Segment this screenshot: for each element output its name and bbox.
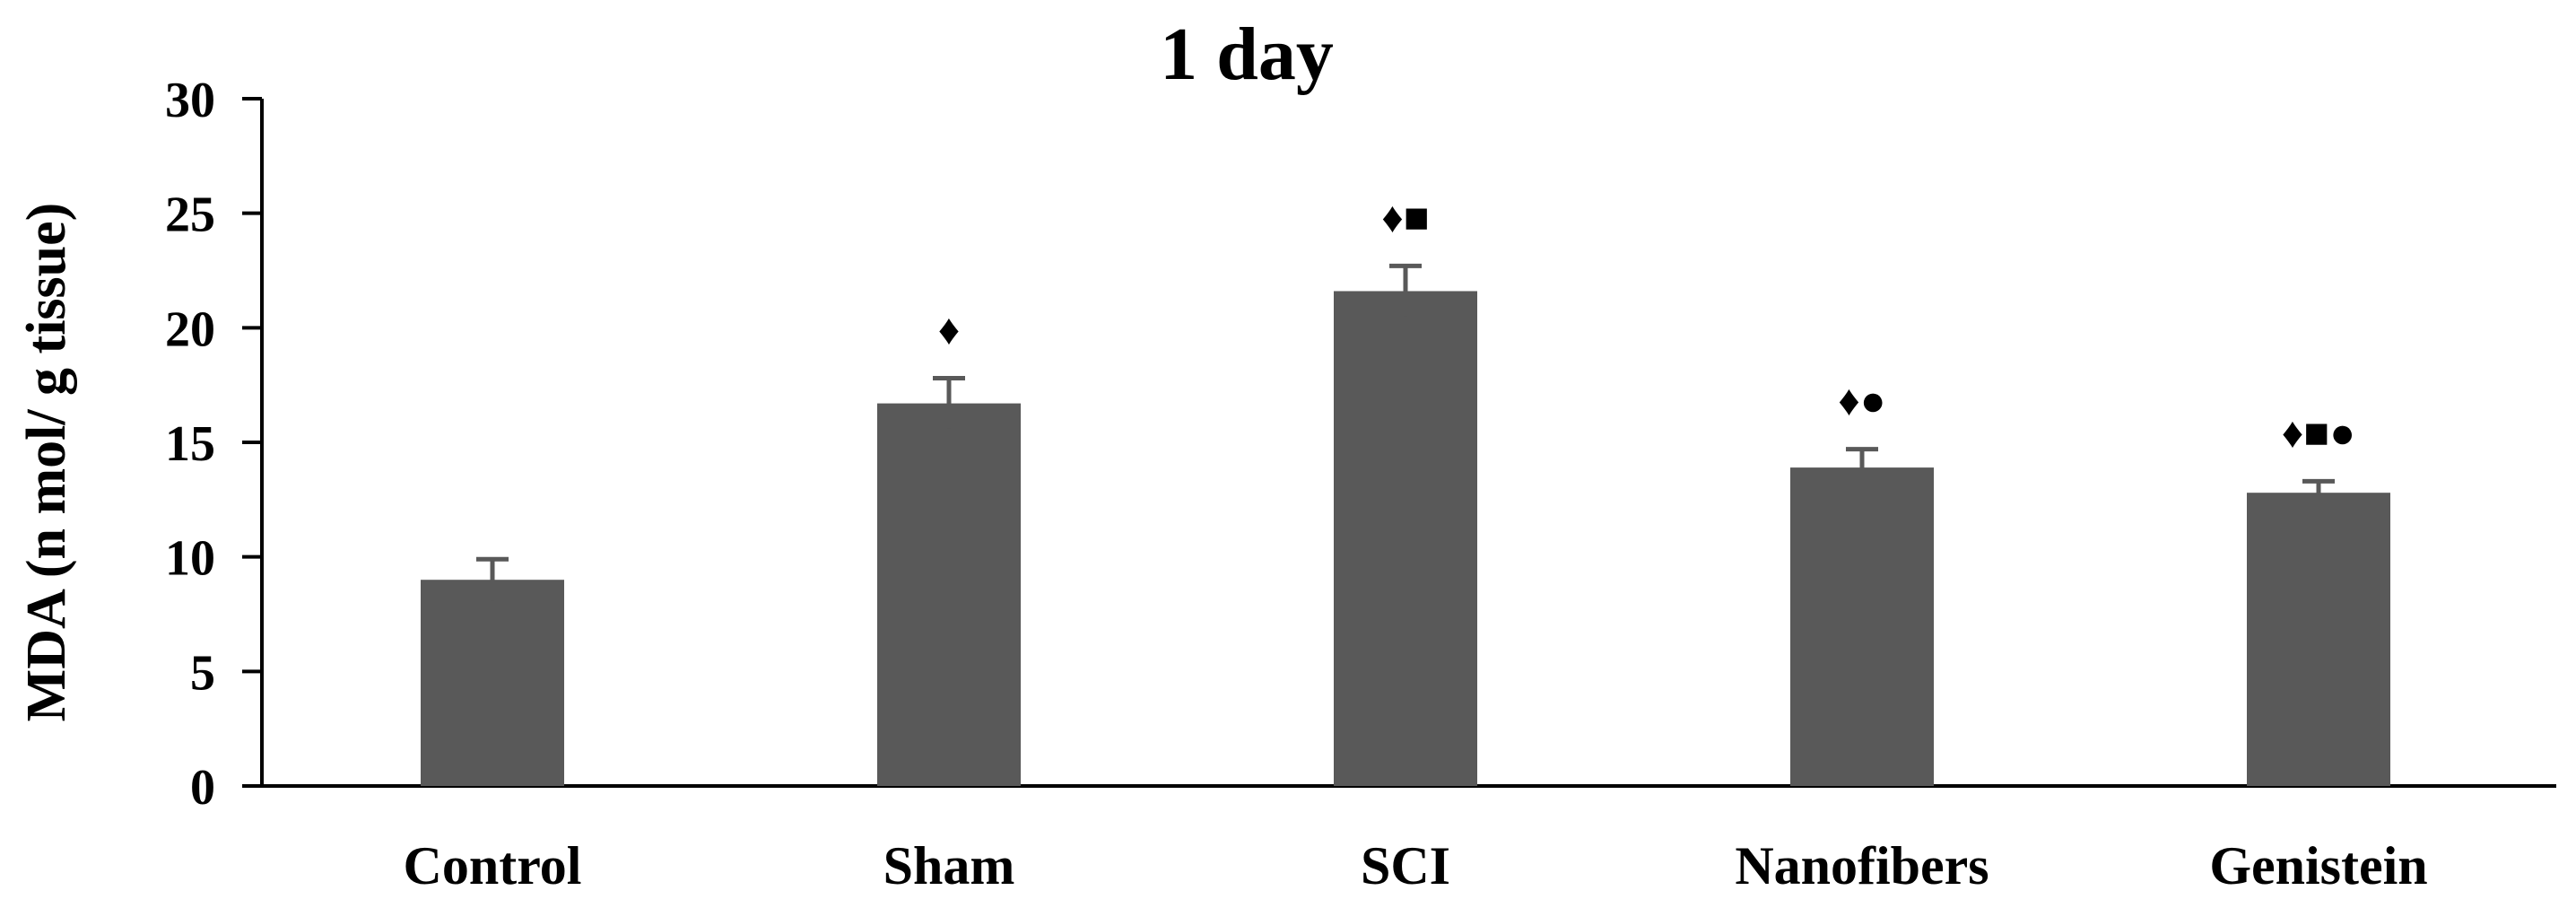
bar	[1334, 291, 1477, 787]
bar	[421, 580, 564, 786]
significance-marker: ♦■	[1381, 194, 1429, 241]
bar	[877, 403, 1021, 786]
significance-marker: ♦■●	[2282, 409, 2355, 457]
y-tick-label: 5	[190, 645, 215, 701]
significance-marker: ♦●	[1838, 378, 1885, 425]
y-tick-label: 0	[190, 760, 215, 816]
significance-marker: ♦	[938, 307, 961, 354]
bar	[2247, 493, 2390, 786]
chart-title: 1 day	[1160, 13, 1334, 96]
x-tick-label: Genistein	[2209, 836, 2427, 895]
y-tick-label: 10	[165, 531, 215, 587]
bar	[1790, 467, 1934, 786]
y-tick-label: 20	[165, 301, 215, 357]
y-tick-label: 30	[165, 73, 215, 128]
x-tick-label: Control	[404, 836, 582, 895]
y-axis-label: MDA (n mol/ g tissue)	[16, 203, 77, 722]
y-tick-label: 25	[165, 188, 215, 243]
x-tick-label: Sham	[883, 836, 1015, 895]
plot-area: 0 5 10 15 20 25 30 Control Sham ♦ SCI ♦■ Nanofibers ♦…	[165, 73, 2556, 895]
x-tick-label: SCI	[1361, 836, 1450, 895]
x-tick-label: Nanofibers	[1735, 836, 1989, 895]
y-tick-label: 15	[165, 416, 215, 472]
